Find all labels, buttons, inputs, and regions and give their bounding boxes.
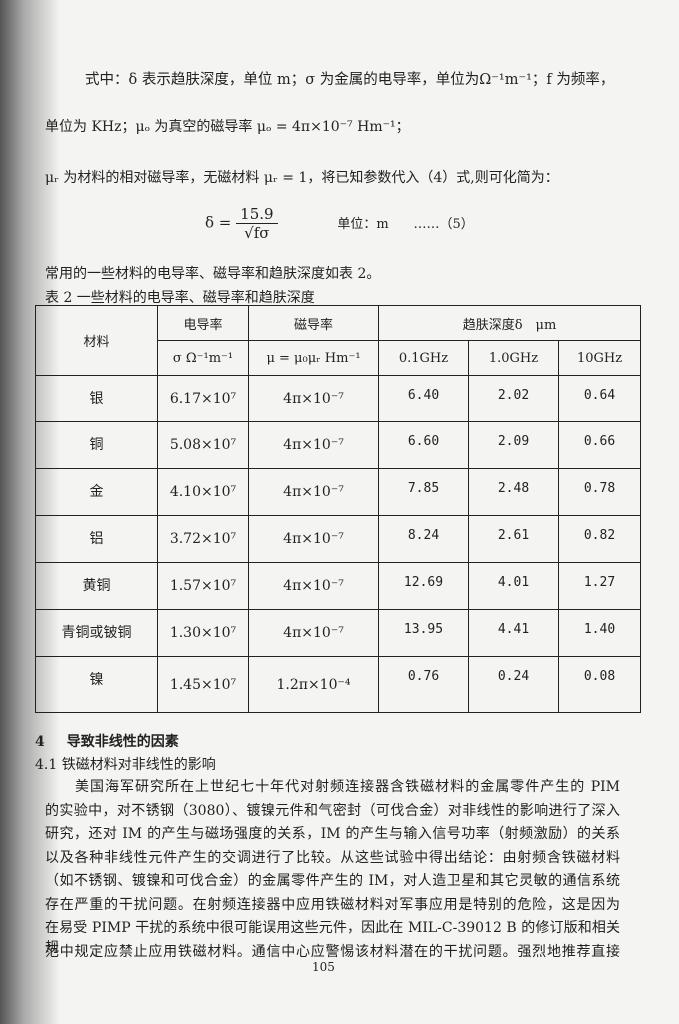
table-row: 镍 1.45×10⁷ 1.2π×10⁻⁴ 0.76 0.24 0.08 [35,656,641,713]
formula-unit: 单位：m [337,216,389,232]
text-line: 的实验中，对不锈钢（3080）、镀镍元件和气密封（可伐合金）对非线性的影响进行了… [45,802,620,819]
table-cell: 铜 [35,421,158,469]
fraction: 15.9 √fσ [236,205,278,242]
table-cell: 2.61 [468,515,559,563]
subsection-heading: 4.1 铁磁材料对非线性的影响 [35,757,216,773]
table-row: 铜 5.08×10⁷ 4π×10⁻⁷ 6.60 2.09 0.66 [35,421,641,469]
table-cell: 1.45×10⁷ [157,656,249,713]
table-cell: 0.64 [558,375,641,422]
table-cell: 金 [35,468,158,516]
header-cell: 1.0GHz [468,340,559,376]
table-cell: 12.69 [378,562,469,610]
formula: δ = 15.9 √fσ 单位：m ……（5） [205,205,474,242]
table-cell: 0.08 [558,656,641,713]
table-cell: 4π×10⁻⁷ [248,421,379,469]
table-row: 青铜或铍铜 1.30×10⁷ 4π×10⁻⁷ 13.95 4.41 1.40 [35,609,641,657]
header-cell: 电导率 [157,305,249,341]
table-cell: 2.09 [468,421,559,469]
table-cell: 2.48 [468,468,559,516]
table-cell: 13.95 [378,609,469,657]
page-number: 105 [312,960,335,974]
header-cell: μ = μ₀μᵣ Hm⁻¹ [248,340,379,376]
text-line: 美国海军研究所在上世纪七十年代对射频连接器含铁磁材料的金属零件产生的 PIM [75,779,620,795]
text-line: 单位为 KHz；μₒ 为真空的磁导率 μₒ = 4π×10⁻⁷ Hm⁻¹； [45,119,410,135]
table-cell: 1.30×10⁷ [157,609,249,657]
text-line: （如不锈钢、镀镍和可伐合金）的金属零件产生的 IM，对人造卫星和其它灵敏的通信系… [45,873,620,889]
table: 材料 电导率 磁导率 趋肤深度δ μm σ Ω⁻¹m⁻¹ μ = μ₀μᵣ Hm… [35,305,641,713]
table-cell: 0.76 [378,656,469,713]
table-row: 金 4.10×10⁷ 4π×10⁻⁷ 7.85 2.48 0.78 [35,468,641,516]
table-cell: 铝 [35,515,158,563]
header-cell: 趋肤深度δ μm [378,305,641,341]
numerator: 15.9 [236,205,278,224]
text-line: 存在严重的干扰问题。在射频连接器中应用铁磁材料对军事应用是特别的危险，这是因为 [45,896,620,913]
header-cell: 10GHz [558,340,641,376]
table-row: 银 6.17×10⁷ 4π×10⁻⁷ 6.40 2.02 0.64 [35,375,641,422]
table-cell: 5.08×10⁷ [157,421,249,469]
formula-lhs: δ = [205,213,232,232]
table-cell: 6.17×10⁷ [157,375,249,422]
table-caption: 表 2 一些材料的电导率、磁导率和趋肤深度 [45,290,315,306]
table-cell: 4.01 [468,562,559,610]
table-cell: 4.10×10⁷ [157,468,249,516]
table-row: 铝 3.72×10⁷ 4π×10⁻⁷ 8.24 2.61 0.82 [35,515,641,563]
table-cell: 黄铜 [35,562,158,610]
formula-number: ……（5） [413,216,474,232]
table-cell: 1.2π×10⁻⁴ [248,656,379,713]
table-cell: 0.78 [558,468,641,516]
table-cell: 0.24 [468,656,559,713]
table-cell: 0.82 [558,515,641,563]
table-cell: 4π×10⁻⁷ [248,468,379,516]
table-cell: 1.57×10⁷ [157,562,249,610]
table-cell: 3.72×10⁷ [157,515,249,563]
table-cell: 6.40 [378,375,469,422]
table-cell: 4.41 [468,609,559,657]
table-cell: 1.40 [558,609,641,657]
table-cell: 7.85 [378,468,469,516]
section-number: 4 [35,734,45,750]
text-line: 范中规定应禁止应用铁磁材料。通信中心应警惕该材料潜在的干扰问题。强烈地推荐直接 [45,943,620,960]
table-cell: 6.60 [378,421,469,469]
table-cell: 4π×10⁻⁷ [248,375,379,422]
header-cell: 材料 [35,305,158,376]
text-line: μᵣ 为材料的相对磁导率，无磁材料 μᵣ = 1，将已知参数代入（4）式,则可化… [45,170,559,186]
table-cell: 4π×10⁻⁷ [248,515,379,563]
table-cell: 1.27 [558,562,641,610]
text-line: 研究，还对 IM 的产生与磁场强度的关系，IM 的产生与输入信号功率（射频激励）… [45,826,620,842]
table-cell: 0.66 [558,421,641,469]
radicand: fσ [253,223,270,242]
text-line: 常用的一些材料的电导率、磁导率和趋肤深度如表 2。 [45,266,381,282]
denominator: √fσ [244,223,270,242]
table-cell: 4π×10⁻⁷ [248,562,379,610]
text-line: 式中：δ 表示趋肤深度，单位 m；σ 为金属的电导率，单位为Ω⁻¹m⁻¹；f 为… [85,72,615,88]
section-title: 导致非线性的因素 [66,734,179,750]
table-cell: 2.02 [468,375,559,422]
header-cell: 0.1GHz [378,340,469,376]
table-cell: 4π×10⁻⁷ [248,609,379,657]
table-cell: 镍 [35,656,158,713]
table-cell: 8.24 [378,515,469,563]
table-cell: 银 [35,375,158,422]
table-cell: 青铜或铍铜 [35,609,158,657]
table-row: 黄铜 1.57×10⁷ 4π×10⁻⁷ 12.69 4.01 1.27 [35,562,641,610]
text-line: 在易受 PIMP 干扰的系统中很可能误用这些元件，因此在 MIL-C-39012… [45,920,620,956]
header-cell: 磁导率 [248,305,379,341]
section-heading: 4 导致非线性的因素 [35,731,179,751]
header-cell: σ Ω⁻¹m⁻¹ [157,340,249,376]
text-line: 以及各种非线性元件产生的交调进行了比较。从这些试验中得出结论：由射频含铁磁材料 [45,849,620,866]
